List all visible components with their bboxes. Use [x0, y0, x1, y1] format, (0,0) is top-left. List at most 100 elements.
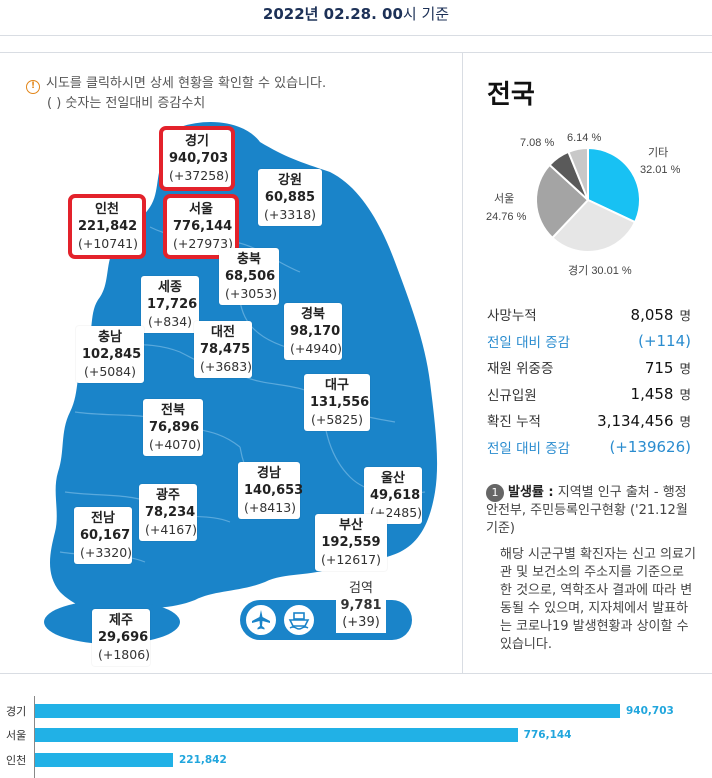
stat-label: 전일 대비 증감: [487, 440, 571, 457]
notice-subtext: ( ) 숫자는 전일대비 증감수치: [47, 96, 206, 111]
pie-label-incheon: 7.08 %: [520, 137, 554, 149]
bar-value-label: 776,144: [523, 729, 572, 741]
region-seoul[interactable]: 서울 776,144 (+27973): [163, 194, 239, 259]
region-total: 221,842: [78, 219, 138, 234]
region-name: 충북: [237, 252, 261, 267]
status-panel: [0, 52, 712, 674]
region-total: 98,170: [290, 324, 341, 339]
share-pie-chart: 기타 32.01 % 경기 30.01 % 서울 24.76 % 7.08 % …: [486, 132, 681, 277]
region-gyeonggi[interactable]: 경기 940,703 (+37258): [159, 126, 235, 191]
pie-label-gyeonggi: 경기 30.01 %: [568, 264, 632, 277]
region-total: 78,475: [200, 342, 251, 357]
region-name: 광주: [156, 488, 180, 503]
region-gyeongnam[interactable]: 경남 140,653 (+8413): [238, 462, 304, 519]
info-icon: !: [26, 80, 40, 94]
bar-row: 경기 940,703: [0, 704, 712, 718]
quarantine-name: 검역: [349, 581, 373, 596]
note-paragraph: 해당 시군구별 확진자는 신고 의료기관 및 보건소의 주소지를 기준으로 한 …: [500, 547, 696, 652]
quarantine-bar[interactable]: [240, 600, 412, 640]
region-total: 140,653: [244, 483, 304, 498]
stat-label: 전일 대비 증감: [487, 334, 571, 351]
region-jeonnam[interactable]: 전남 60,167 (+3320): [74, 507, 132, 564]
region-sejong[interactable]: 세종 17,726 (+834): [141, 276, 199, 333]
region-jeju[interactable]: 제주 29,696 (+1806): [92, 609, 150, 666]
nation-stats: 사망누적 8,058 명 전일 대비 증감 (+114) 재원 위중증 715 명 …: [487, 301, 691, 460]
region-name: 제주: [109, 613, 133, 628]
region-total: 29,696: [98, 630, 149, 645]
nation-title: 전국: [487, 80, 535, 110]
stat-row-critical: 재원 위중증 715 명: [487, 354, 691, 381]
region-delta: (+12617): [321, 552, 381, 567]
note-title: 발생률 :: [508, 485, 554, 500]
region-total: 17,726: [147, 297, 198, 312]
region-delta: (+834): [147, 314, 193, 329]
pie-label-busan: 6.14 %: [567, 132, 601, 144]
region-name: 강원: [278, 173, 302, 188]
stat-value: (+114): [638, 331, 691, 350]
pie-slice-1: [550, 198, 637, 253]
region-total: 76,896: [149, 420, 200, 435]
region-total: 776,144: [173, 219, 233, 234]
date-label: 2022년 02.28. 00시 기준: [262, 5, 450, 23]
quarantine-delta: (+39): [342, 615, 380, 630]
bar: [35, 753, 173, 767]
region-gangwon[interactable]: 강원 60,885 (+3318): [258, 169, 322, 226]
region-daegu[interactable]: 대구 131,556 (+5825): [304, 374, 370, 431]
stat-label: 신규입원: [487, 387, 537, 404]
bar: [35, 728, 518, 742]
stat-row-deaths-delta: 전일 대비 증감 (+114): [487, 328, 691, 355]
region-gyeongbuk[interactable]: 경북 98,170 (+4940): [284, 303, 342, 360]
panel-divider: [462, 52, 463, 674]
region-name: 전남: [91, 511, 115, 526]
region-total: 60,885: [264, 190, 316, 205]
region-chungbuk[interactable]: 충북 68,506 (+3053): [219, 248, 279, 305]
pie-pct-seoul: 24.76 %: [486, 211, 527, 223]
ship-icon: [288, 612, 310, 630]
pie-slice-0: [587, 146, 641, 224]
region-name: 경남: [257, 466, 281, 481]
region-total: 192,559: [321, 535, 381, 550]
region-daejeon[interactable]: 대전 78,475 (+3683): [194, 321, 252, 378]
region-incheon[interactable]: 인천 221,842 (+10741): [68, 194, 146, 259]
region-busan[interactable]: 부산 192,559 (+12617): [315, 514, 387, 571]
region-delta: (+3683): [200, 359, 253, 374]
region-name: 서울: [189, 202, 213, 217]
region-total: 102,845: [82, 347, 142, 362]
bar-value-label: 940,703: [626, 705, 674, 717]
region-delta: (+10741): [78, 236, 138, 251]
region-jeonbuk[interactable]: 전북 76,896 (+4070): [143, 399, 203, 456]
note-number-badge: 1: [486, 484, 504, 502]
region-name: 대구: [325, 378, 349, 393]
region-name: 충남: [98, 330, 122, 345]
region-name: 부산: [339, 518, 363, 533]
region-delta: (+27973): [173, 236, 233, 251]
region-gwangju[interactable]: 광주 78,234 (+4167): [139, 484, 197, 541]
map-notice: ! 시도를 클릭하시면 상세 현황을 확인할 수 있습니다. ( ) 숫자는 전일…: [26, 74, 326, 114]
stat-value: 715 명: [644, 358, 691, 377]
stat-value: 1,458 명: [630, 385, 691, 404]
quarantine-stats[interactable]: 검역 9,781 (+39): [336, 578, 386, 633]
region-name: 인천: [95, 202, 119, 217]
pie-slice-4: [567, 146, 589, 201]
pie-slice-2: [535, 163, 590, 240]
stat-row-confirmed: 확진 누적 3,134,456 명: [487, 407, 691, 434]
korea-map: [44, 122, 438, 644]
bar-axis: [34, 696, 35, 778]
stat-value: 3,134,456 명: [597, 411, 691, 430]
region-chungnam[interactable]: 충남 102,845 (+5084): [76, 326, 144, 383]
region-delta: (+4940): [290, 341, 343, 356]
region-name: 경기: [185, 134, 209, 149]
region-total: 78,234: [145, 505, 196, 520]
airplane-button[interactable]: [244, 603, 278, 637]
region-delta: (+4070): [149, 437, 202, 452]
stat-label: 확진 누적: [487, 414, 541, 431]
ship-button[interactable]: [282, 603, 316, 637]
bar: [35, 704, 620, 718]
region-total: 940,703: [169, 151, 229, 166]
region-bar-chart: 경기 940,703 서울 776,144 인천 221,842: [0, 696, 712, 778]
stat-row-confirmed-delta: 전일 대비 증감 (+139626): [487, 434, 691, 461]
region-delta: (+5084): [83, 364, 137, 379]
region-total: 68,506: [225, 269, 276, 284]
region-delta: (+8413): [244, 500, 297, 515]
bar-category-label: 인천: [6, 754, 27, 767]
